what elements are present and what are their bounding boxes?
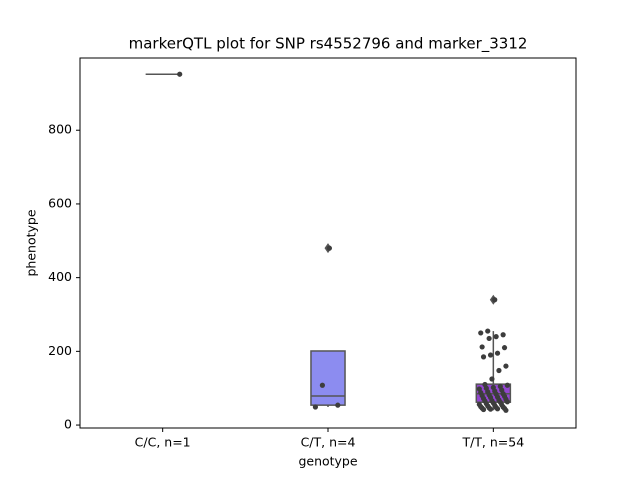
data-point <box>478 330 484 336</box>
y-tick-label: 600 <box>48 195 72 210</box>
y-tick-label: 200 <box>48 343 72 358</box>
data-point <box>494 406 501 412</box>
data-point <box>500 332 506 338</box>
plot-frame <box>79 57 577 429</box>
y-axis-label: phenotype <box>24 209 39 276</box>
data-point <box>504 382 510 388</box>
data-point <box>504 399 510 405</box>
data-point <box>335 402 341 408</box>
data-point <box>486 335 492 342</box>
y-tick-label: 800 <box>48 122 72 137</box>
data-point <box>496 367 502 374</box>
box <box>310 350 346 406</box>
x-axis-label: genotype <box>298 454 357 469</box>
x-tick-label: C/T, n=4 <box>301 435 356 450</box>
data-point <box>326 245 332 251</box>
y-tick-label: 0 <box>64 417 72 432</box>
y-tick-label: 400 <box>48 269 72 284</box>
chart-title: markerQTL plot for SNP rs4552796 and mar… <box>129 35 528 54</box>
data-point <box>492 297 498 303</box>
data-point <box>479 344 485 350</box>
data-point <box>493 334 499 340</box>
data-point <box>503 363 509 369</box>
x-tick-label: C/C, n=1 <box>135 435 191 450</box>
data-point <box>489 376 495 382</box>
data-point <box>487 406 494 412</box>
data-point <box>503 407 509 413</box>
data-point <box>494 350 501 356</box>
data-point <box>480 354 487 360</box>
data-point <box>177 71 183 77</box>
x-tick-label: T/T, n=54 <box>461 435 524 450</box>
data-point <box>319 382 325 388</box>
data-point <box>487 352 494 358</box>
data-point <box>480 406 487 413</box>
data-point <box>312 404 318 410</box>
data-point <box>485 328 491 334</box>
data-point <box>501 345 508 351</box>
